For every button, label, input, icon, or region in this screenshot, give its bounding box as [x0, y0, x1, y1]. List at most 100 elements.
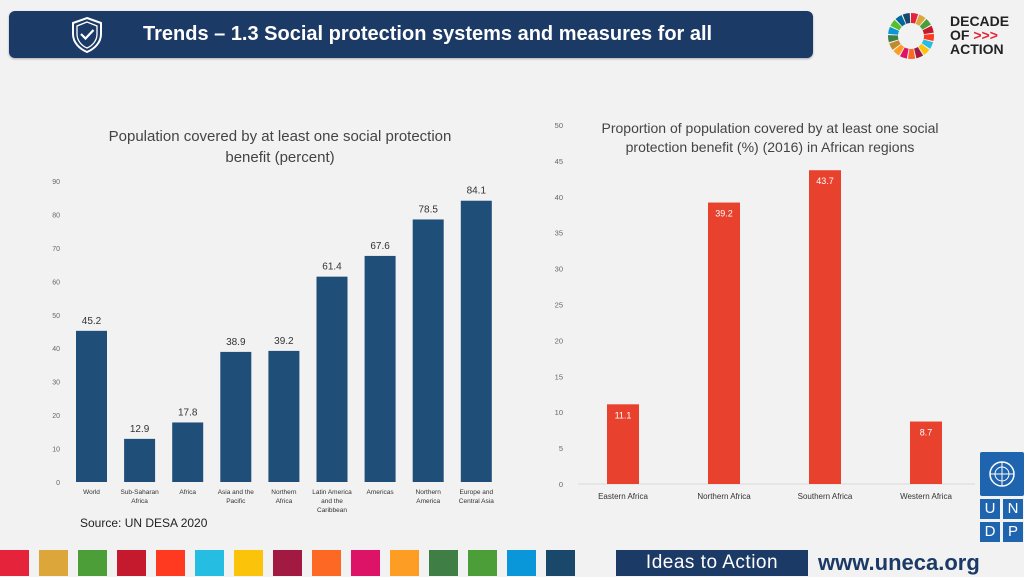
- left-category-label: Pacific: [226, 498, 246, 505]
- right-y-tick-label: 45: [555, 157, 563, 166]
- right-bar: [809, 170, 841, 484]
- sdg-wheel-segment: [888, 26, 900, 35]
- sdg-wheel-segment: [918, 43, 930, 55]
- sdg-color-block: [468, 550, 497, 576]
- right-category-label: Northern Africa: [697, 492, 751, 501]
- left-bar: [460, 200, 492, 482]
- sdg-color-block: [312, 550, 341, 576]
- sdg-wheel-segment: [889, 40, 901, 50]
- right-chart-title-line: Proportion of population covered by at l…: [601, 120, 939, 136]
- left-category-label: Africa: [276, 498, 293, 505]
- undp-letter: U: [980, 499, 1000, 519]
- right-bar-value-label: 39.2: [715, 209, 733, 219]
- sdg-color-block: [39, 550, 68, 576]
- right-bar-value-label: 11.1: [615, 410, 632, 420]
- left-category-label: Americas: [367, 489, 395, 496]
- left-category-label: Caribbean: [317, 507, 347, 514]
- left-y-tick-label: 90: [52, 179, 60, 186]
- sdg-wheel-segment: [922, 25, 934, 35]
- right-y-tick-label: 5: [559, 444, 563, 453]
- left-category-label: Central Asia: [459, 498, 494, 505]
- left-category-label: America: [416, 498, 440, 505]
- left-category-label: Northern: [271, 489, 297, 496]
- right-y-tick-label: 50: [555, 121, 563, 130]
- logo-text-of: OF >>>: [950, 27, 998, 43]
- sdg-color-block: [117, 550, 146, 576]
- sdg-wheel-icon: [888, 13, 934, 59]
- sdg-wheel-segment: [890, 19, 902, 31]
- left-category-label: Africa: [131, 498, 148, 505]
- left-category-label: Northern: [416, 489, 442, 496]
- right-y-tick-label: 40: [555, 193, 563, 202]
- left-bar-value-label: 78.5: [418, 204, 438, 215]
- sdg-color-block: [351, 550, 380, 576]
- left-category-label: World: [83, 489, 100, 496]
- sdg-wheel-segment: [911, 13, 919, 24]
- left-y-tick-label: 40: [52, 346, 60, 353]
- sdg-color-block: [507, 550, 536, 576]
- logo-text-decade: DECADE: [950, 13, 1010, 29]
- left-category-label: Europe and: [459, 489, 493, 496]
- left-bar: [172, 422, 204, 482]
- left-bar: [76, 330, 107, 482]
- left-bar-value-label: 12.9: [130, 424, 150, 435]
- left-bar: [268, 350, 300, 482]
- left-bar-value-label: 45.2: [82, 316, 102, 327]
- sdg-wheel-segment: [921, 39, 934, 49]
- left-bar: [220, 351, 252, 482]
- right-category-label: Southern Africa: [798, 492, 853, 501]
- undp-letter: N: [1003, 499, 1023, 519]
- right-chart-title-line: protection benefit (%) (2016) in African…: [625, 139, 915, 155]
- sdg-wheel-segment: [919, 19, 931, 30]
- decade-of-action-logo: DECADE OF >>> ACTION: [950, 14, 1010, 56]
- right-y-tick-label: 25: [555, 301, 563, 310]
- source-note: Source: UN DESA 2020: [80, 516, 208, 530]
- left-chart-title-line: Population covered by at least one socia…: [108, 128, 452, 145]
- un-globe-icon: [989, 461, 1015, 487]
- sdg-color-block: [429, 550, 458, 576]
- right-y-tick-label: 20: [555, 336, 563, 345]
- sdg-wheel-segment: [888, 35, 899, 43]
- shield-check-icon: [72, 16, 102, 54]
- left-category-label: Latin America: [312, 489, 352, 496]
- left-bar-value-label: 84.1: [467, 186, 487, 197]
- left-chart-title: Population covered by at least one socia…: [60, 126, 500, 168]
- website-url[interactable]: www.uneca.org: [818, 550, 980, 575]
- right-bar: [607, 404, 639, 484]
- left-bar: [316, 276, 348, 482]
- left-y-tick-label: 30: [52, 380, 60, 387]
- undp-letter: D: [980, 522, 1000, 542]
- left-y-tick-label: 80: [52, 212, 60, 219]
- page-title: Trends – 1.3 Social protection systems a…: [143, 23, 713, 45]
- left-y-tick-label: 10: [52, 447, 60, 454]
- left-bar-value-label: 17.8: [178, 407, 198, 418]
- header-banner: Trends – 1.3 Social protection systems a…: [9, 11, 813, 58]
- left-bar-value-label: 67.6: [370, 241, 390, 252]
- right-y-tick-label: 10: [555, 408, 563, 417]
- undp-letter: P: [1003, 522, 1023, 542]
- sdg-color-block: [156, 550, 185, 576]
- right-bar: [708, 202, 740, 484]
- left-bar: [412, 219, 444, 482]
- sdg-wheel-segment: [908, 48, 916, 59]
- sdg-color-block: [273, 550, 302, 576]
- un-emblem-icon: [980, 452, 1024, 496]
- right-bar-value-label: 8.7: [920, 428, 933, 438]
- right-category-label: Eastern Africa: [598, 492, 648, 501]
- logo-text-action: ACTION: [950, 41, 1004, 57]
- left-y-tick-label: 0: [56, 480, 60, 487]
- left-y-tick-label: 50: [52, 313, 60, 320]
- right-bar: [910, 421, 942, 484]
- right-category-label: Western Africa: [900, 492, 952, 501]
- left-category-label: Africa: [179, 489, 196, 496]
- left-bar: [124, 438, 156, 482]
- sdg-wheel-segment: [915, 14, 926, 26]
- sdg-color-block: [234, 550, 263, 576]
- sdg-wheel-segment: [923, 33, 934, 42]
- right-bar-value-label: 43.7: [816, 176, 834, 186]
- right-y-tick-label: 15: [555, 372, 563, 381]
- left-category-label: Sub-Saharan: [120, 489, 159, 496]
- left-category-label: and the: [321, 498, 343, 505]
- right-y-tick-label: 0: [559, 480, 563, 489]
